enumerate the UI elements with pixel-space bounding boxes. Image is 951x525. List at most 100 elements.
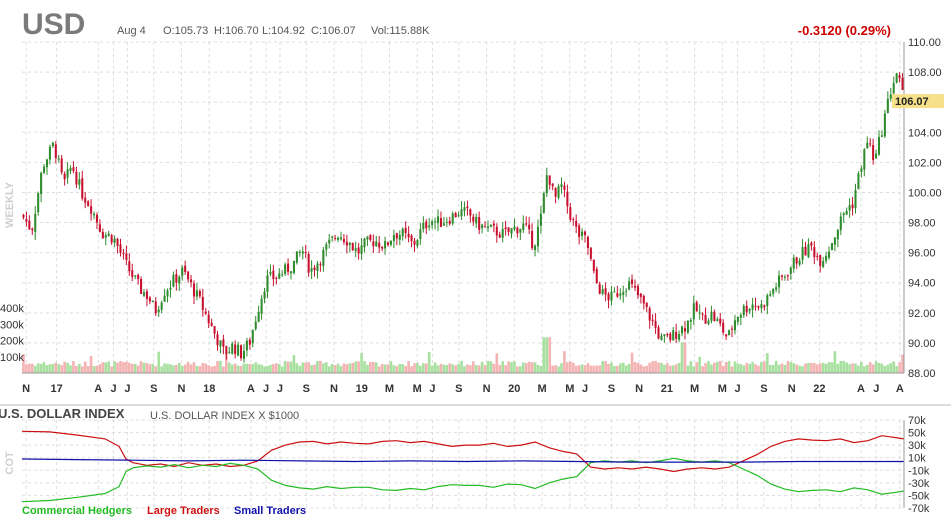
cot-tick-label: 10k: [908, 453, 926, 465]
candle: [695, 300, 698, 312]
candle-body: [442, 223, 445, 226]
volume-bar: [827, 362, 831, 373]
candle: [95, 212, 98, 229]
candle-body: [586, 236, 589, 249]
cot-tick-label: -10k: [908, 465, 930, 477]
candle-body: [404, 227, 407, 233]
candle: [316, 260, 319, 279]
candle-body: [713, 311, 716, 321]
candle: [583, 230, 587, 243]
candle-body: [786, 275, 789, 277]
candle: [98, 219, 101, 233]
candle-body: [316, 263, 319, 271]
candle-body: [681, 326, 684, 334]
volume-bar: [815, 364, 819, 373]
candle-body: [898, 75, 901, 79]
volume-bar: [42, 362, 46, 373]
candle: [54, 141, 57, 164]
candle-body: [475, 216, 478, 224]
candle: [783, 274, 786, 281]
volume-axis: 100k 200k 300k 400k: [0, 303, 24, 364]
candle: [422, 216, 425, 233]
candle-body: [698, 312, 701, 314]
volume-bar: [404, 365, 407, 373]
candle-body: [369, 235, 372, 241]
volume-bar: [386, 364, 390, 373]
volume-bar: [133, 363, 137, 373]
candle: [807, 238, 810, 259]
candle: [889, 87, 892, 102]
volume-bar: [771, 365, 775, 373]
time-tick-label: M: [413, 383, 422, 395]
candle: [892, 76, 895, 98]
candle-body: [339, 237, 343, 240]
volume-bar: [357, 361, 360, 373]
candle-body: [772, 289, 775, 294]
candle-body: [225, 346, 228, 355]
candle: [160, 300, 163, 314]
candle-body: [710, 311, 713, 321]
candle-body: [716, 319, 719, 322]
candle: [622, 285, 625, 303]
candle-body: [492, 223, 495, 226]
candle: [245, 337, 248, 357]
volume-bar: [230, 364, 234, 373]
candle: [851, 196, 854, 216]
candle: [128, 253, 131, 276]
candle: [486, 220, 490, 233]
candle: [648, 306, 651, 329]
candle-body: [157, 309, 160, 313]
volume-bar: [595, 365, 599, 373]
candle-body: [234, 344, 237, 355]
candle: [572, 217, 575, 226]
price-tick-label: 100.00: [908, 187, 942, 199]
volume-bar: [666, 363, 669, 373]
candle: [131, 263, 134, 282]
candle-body: [416, 240, 419, 246]
candle: [145, 288, 148, 307]
candle: [769, 290, 772, 297]
volume-bar: [895, 366, 898, 373]
volume-bar: [272, 364, 275, 373]
candle-body: [619, 293, 622, 296]
period-side-label: WEEKLY: [4, 181, 16, 228]
price-tick-label: 102.00: [908, 157, 942, 169]
candle: [613, 287, 616, 293]
candle: [660, 333, 663, 341]
candle: [34, 206, 37, 240]
candle: [454, 211, 457, 218]
candle-body: [607, 293, 610, 301]
high-value: H:106.70: [214, 25, 259, 37]
candle-body: [851, 204, 854, 209]
candle: [595, 266, 598, 284]
candle: [663, 334, 666, 343]
volume-bar: [89, 355, 93, 373]
candle-body: [645, 302, 648, 307]
candle: [384, 236, 387, 255]
volume-bar: [786, 361, 790, 373]
time-tick-label: J: [263, 383, 269, 395]
candle-body: [763, 305, 766, 308]
volume-bar: [245, 363, 249, 373]
candle: [472, 213, 475, 226]
candle: [631, 274, 634, 289]
candle-body: [163, 295, 166, 302]
candle-body: [581, 231, 584, 236]
time-tick-label: N: [635, 383, 643, 395]
candle-body: [84, 197, 87, 203]
candle: [716, 316, 719, 322]
candle: [275, 276, 278, 285]
candle: [345, 234, 348, 254]
volume-bar: [401, 364, 405, 373]
candle: [560, 177, 563, 194]
time-tick-label: N: [22, 383, 30, 395]
volume-bar: [389, 361, 393, 373]
candle-body: [704, 314, 707, 324]
candle: [875, 149, 878, 159]
volume-bar: [801, 366, 804, 373]
volume-bar: [107, 361, 111, 373]
time-tick-label: 20: [508, 383, 520, 395]
candle: [298, 249, 301, 257]
candle: [654, 313, 657, 334]
